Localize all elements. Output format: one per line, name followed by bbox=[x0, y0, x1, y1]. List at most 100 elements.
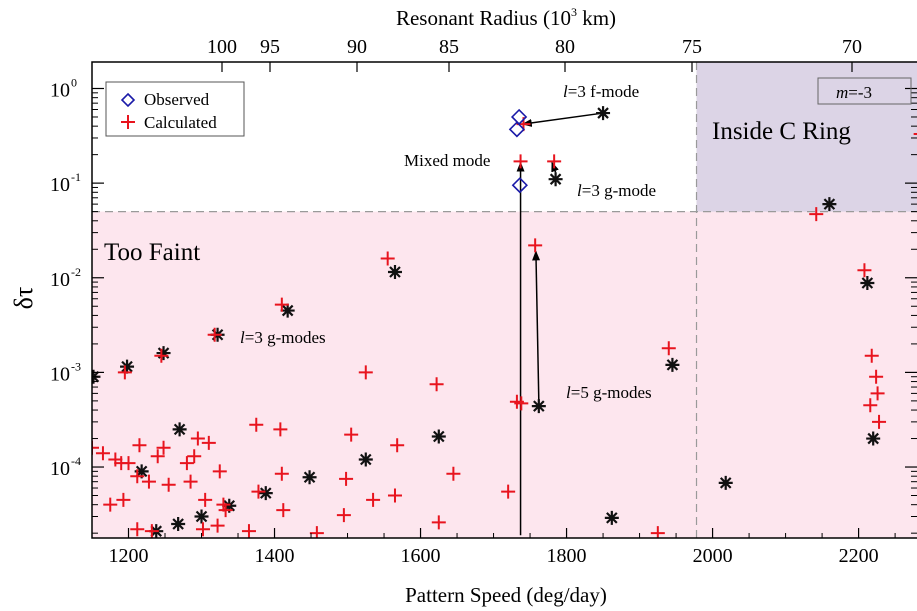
unobserved-point-1 bbox=[548, 172, 563, 187]
annotation-l3-g-modes: l=3 g-modes bbox=[240, 328, 326, 347]
unobserved-point-11 bbox=[860, 276, 875, 291]
top-tick-label: 70 bbox=[842, 36, 862, 58]
unobserved-point-2 bbox=[387, 265, 402, 280]
calculated-point-41 bbox=[183, 474, 198, 489]
y-axis-title: δτ bbox=[9, 287, 38, 310]
calculated-point-43 bbox=[273, 422, 288, 437]
calculated-point-49 bbox=[387, 488, 402, 503]
calculated-point-10 bbox=[117, 365, 132, 380]
top-tick-label: 90 bbox=[347, 36, 367, 58]
y-tick-label: 10 bbox=[50, 458, 70, 480]
unobserved-point-19 bbox=[222, 498, 237, 513]
calculated-point-23 bbox=[95, 446, 110, 461]
top-tick-label: 75 bbox=[682, 36, 702, 58]
unobserved-point-20 bbox=[194, 509, 209, 524]
plot-frame bbox=[91, 61, 917, 539]
calculated-point-51 bbox=[446, 466, 461, 481]
too-faint-region bbox=[92, 211, 917, 538]
shaded-regions bbox=[92, 62, 917, 538]
unobserved-point-14 bbox=[604, 510, 619, 525]
calculated-point-5 bbox=[514, 396, 529, 411]
unobserved-point-3 bbox=[280, 303, 295, 318]
calculated-point-40 bbox=[218, 503, 233, 518]
unobserved-point-18 bbox=[258, 486, 273, 501]
c-ring-region bbox=[696, 62, 917, 212]
calculated-point-55 bbox=[501, 484, 516, 499]
calculated-point-11 bbox=[358, 365, 373, 380]
calculated-point-19 bbox=[863, 398, 878, 413]
unobserved-point-17 bbox=[302, 470, 317, 485]
calculated-point-14 bbox=[809, 207, 824, 222]
threshold-lines bbox=[92, 62, 917, 538]
x-axis-title: Pattern Speed (deg/day) bbox=[405, 583, 607, 607]
legend-observed-label: Observed bbox=[144, 90, 210, 109]
legend-calculated-label: Calculated bbox=[144, 113, 217, 132]
calculated-point-53 bbox=[336, 508, 351, 523]
calculated-point-27 bbox=[103, 497, 118, 512]
y-tick-exponent: -3 bbox=[71, 359, 81, 373]
calculated-point-24 bbox=[108, 452, 123, 467]
too-faint-label: Too Faint bbox=[104, 239, 200, 266]
annotation-arrow-0 bbox=[521, 112, 604, 127]
y-tick-label: 10 bbox=[50, 363, 70, 385]
x-tick-label: 2000 bbox=[693, 545, 733, 567]
unobserved-point-5 bbox=[156, 346, 171, 361]
y-tick-label: 10 bbox=[50, 174, 70, 196]
y-tick-exponent: -2 bbox=[71, 265, 81, 279]
unobserved-point-24 bbox=[172, 422, 187, 437]
unobserved-point-23 bbox=[134, 464, 149, 479]
calculated-point-56 bbox=[130, 522, 145, 537]
calculated-point-60 bbox=[241, 524, 256, 538]
calculated-point-17 bbox=[869, 369, 884, 384]
top-tick-label: 80 bbox=[555, 36, 575, 58]
unobserved-point-15 bbox=[431, 429, 446, 444]
observed-point-1 bbox=[510, 108, 528, 126]
annotation-arrows bbox=[516, 112, 604, 536]
calculated-point-9 bbox=[154, 348, 169, 363]
unobserved-point-6 bbox=[120, 359, 135, 374]
top-tick-label: 95 bbox=[260, 36, 280, 58]
calculated-point-46 bbox=[276, 503, 291, 518]
calculated-point-29 bbox=[130, 469, 145, 484]
calculated-point-0 bbox=[513, 154, 528, 169]
legend-calculated-marker bbox=[121, 115, 135, 129]
calculated-point-33 bbox=[179, 456, 194, 471]
y-tick-label: 10 bbox=[50, 79, 70, 101]
calculated-point-3 bbox=[528, 238, 543, 253]
x-tick-label: 1600 bbox=[401, 545, 441, 567]
calculated-point-8 bbox=[207, 327, 222, 342]
calculated-point-52 bbox=[431, 515, 446, 530]
calculated-point-35 bbox=[190, 431, 205, 446]
calculated-point-47 bbox=[344, 427, 359, 442]
unobserved-point-12 bbox=[866, 431, 881, 446]
top-axis-title: Resonant Radius (103 km) bbox=[396, 5, 616, 30]
annotation-l5-g-modes: l=5 g-modes bbox=[566, 383, 652, 402]
calculated-point-32 bbox=[161, 477, 176, 492]
y-tick-exponent: -4 bbox=[71, 454, 81, 468]
x-tick-label: 1400 bbox=[255, 545, 295, 567]
observed-point-0 bbox=[508, 121, 526, 138]
calculated-point-21 bbox=[913, 133, 917, 136]
calculated-point-22 bbox=[92, 440, 99, 455]
top-tick-label: 85 bbox=[439, 36, 459, 58]
calculated-point-36 bbox=[201, 435, 216, 450]
calculated-point-6 bbox=[380, 251, 395, 266]
inside-c-ring-label: Inside C Ring bbox=[712, 118, 851, 145]
unobserved-point-8 bbox=[531, 399, 546, 414]
calculated-point-37 bbox=[198, 492, 213, 507]
calculated-point-15 bbox=[857, 263, 872, 278]
calculated-point-59 bbox=[195, 522, 210, 537]
annotation-l3-g-mode: l=3 g-mode bbox=[577, 181, 656, 200]
annotation-l3-f-mode: l=3 f-mode bbox=[563, 82, 639, 101]
data-marks bbox=[92, 106, 917, 538]
calculated-point-42 bbox=[249, 417, 264, 432]
calculated-point-28 bbox=[116, 492, 131, 507]
unobserved-point-0 bbox=[596, 106, 611, 121]
calculated-point-48 bbox=[366, 492, 381, 507]
top-tick-label: 100 bbox=[207, 36, 237, 58]
y-tick-label: 10 bbox=[50, 269, 70, 291]
calculated-point-18 bbox=[870, 386, 885, 401]
x-tick-label: 1200 bbox=[109, 545, 149, 567]
